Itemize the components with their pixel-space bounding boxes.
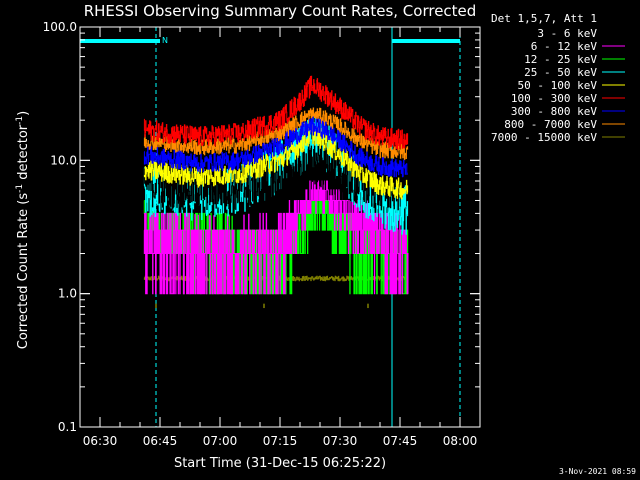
y-label-post: ) <box>16 111 31 116</box>
series-100-300keV-trace <box>143 75 409 150</box>
series-800-7000keV-trace <box>143 107 409 161</box>
y-axis-label: Corrected Count Rate (s-1 detector-1) <box>15 111 31 349</box>
marker-bar-0 <box>80 39 156 43</box>
x-tick-label-4: 07:30 <box>323 434 358 448</box>
chart-title: RHESSI Observing Summary Count Rates, Co… <box>84 2 477 20</box>
x-tick-label-0: 06:30 <box>83 434 118 448</box>
marker-bar-label-1: N <box>162 36 168 45</box>
x-tick-label-5: 07:45 <box>383 434 418 448</box>
axes-layer: 0.1 1.0 10.0 100.0 06:30 06:45 07:00 07:15 07:30… <box>43 20 481 448</box>
y-label-sup-1: -1 <box>15 184 25 193</box>
legend-label-0: 3 - 6 keV <box>537 27 597 40</box>
x-tick-label-2: 07:00 <box>203 434 238 448</box>
legend-header: Det 1,5,7, Att 1 <box>491 12 597 25</box>
legend-label-7: 800 - 7000 keV <box>504 118 597 131</box>
legend-label-5: 100 - 300 keV <box>511 92 597 105</box>
x-axis-label: Start Time (31-Dec-15 06:25:22) <box>174 456 386 471</box>
legend-label-2: 12 - 25 keV <box>524 53 597 66</box>
legend-label-8: 7000 - 15000 keV <box>491 131 597 144</box>
series-300-800keV-trace <box>143 116 408 178</box>
plot-frame <box>79 26 481 428</box>
x-tick-label-1: 06:45 <box>143 434 178 448</box>
series-3-6keV-trace <box>143 139 409 212</box>
y-label-mid: detector <box>16 124 31 184</box>
legend-label-4: 50 - 100 keV <box>518 79 598 92</box>
y-label-pre: Corrected Count Rate (s <box>16 193 31 350</box>
legend-label-6: 300 - 800 keV <box>511 105 597 118</box>
legend-label-3: 25 - 50 keV <box>524 66 597 79</box>
marker-bar-1 <box>156 39 160 43</box>
y-tick-label-1: 1.0 <box>58 287 77 301</box>
y-tick-label-0: 0.1 <box>58 420 77 434</box>
x-tick-label-6: 08:00 <box>443 434 478 448</box>
y-label-sup-2: -1 <box>15 116 25 125</box>
legend-label-1: 6 - 12 keV <box>531 40 598 53</box>
timestamp: 3-Nov-2021 08:59 <box>559 467 636 476</box>
x-tick-label-3: 07:15 <box>263 434 298 448</box>
y-tick-label-2: 10.0 <box>50 153 77 167</box>
y-tick-label-3: 100.0 <box>43 20 77 34</box>
series-layer <box>143 75 409 309</box>
marker-bar-2 <box>392 39 460 43</box>
